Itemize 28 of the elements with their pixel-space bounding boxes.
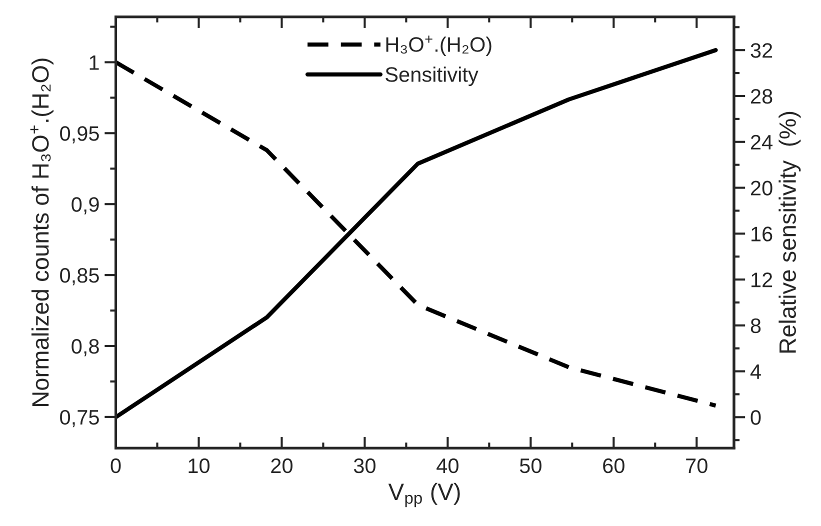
y-tick-label: 1 <box>90 55 99 70</box>
x-tick-label: 0 <box>110 458 121 474</box>
y2-tick-label: 20 <box>750 180 772 196</box>
y-tick-label: 0,9 <box>72 197 99 214</box>
y2-tick-label: 4 <box>750 364 761 379</box>
legend-label: Sensitivity <box>386 66 478 86</box>
y-tick-label: 0,95 <box>60 126 99 144</box>
y2-tick-label: 28 <box>750 88 772 104</box>
x-tick-label: 60 <box>603 458 624 474</box>
y2-tick-label: 8 <box>750 318 761 334</box>
y-axis-title: Normalized counts of H₃O$^{+}$.(H₂O) <box>30 58 54 406</box>
x-axis-title: V$_{pp}$ (V) <box>388 482 460 508</box>
x-tick-label: 30 <box>354 458 376 474</box>
y2-tick-label: 0 <box>750 410 761 425</box>
y-tick-label: 0,75 <box>60 410 99 428</box>
y2-axis-title: Relative sensitivity (%) <box>778 112 801 353</box>
legend-label: H₃O$^{+}$.(H₂O) <box>386 36 492 56</box>
x-tick-label: 50 <box>520 458 542 474</box>
x-tick-label: 70 <box>686 458 708 474</box>
x-tick-label: 40 <box>436 458 458 474</box>
y2-tick-label: 16 <box>752 226 772 242</box>
x-tick-label: 10 <box>188 458 210 474</box>
x-tick-label: 20 <box>271 458 292 474</box>
y2-tick-label: 24 <box>750 134 773 150</box>
y-tick-label: 0,85 <box>60 268 99 286</box>
y-tick-label: 0,8 <box>72 339 99 356</box>
y2-tick-label: 32 <box>750 43 772 58</box>
y2-tick-label: 12 <box>752 272 772 288</box>
